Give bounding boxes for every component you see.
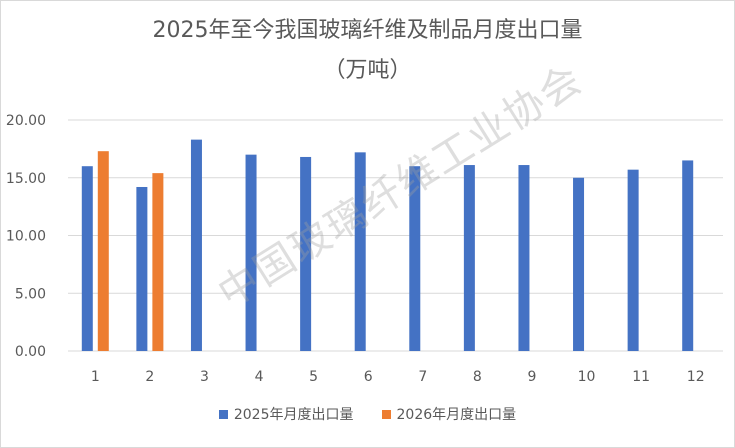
legend-item-2025: 2025年月度出口量	[218, 404, 354, 424]
bar-2025-3	[190, 139, 202, 351]
chart-title: 2025年至今我国玻璃纤维及制品月度出口量	[152, 18, 583, 43]
x-tick-label: 12	[687, 369, 705, 385]
y-tick-label: 20.00	[6, 113, 46, 129]
y-tick-label: 15.00	[6, 171, 46, 187]
bar-2025-10	[573, 177, 585, 351]
legend-item-2026: 2026年月度出口量	[381, 404, 517, 424]
y-tick-label: 10.00	[6, 229, 46, 245]
legend: 2025年月度出口量 2026年月度出口量	[0, 404, 735, 424]
bar-2025-8	[463, 165, 475, 351]
x-tick-label: 9	[527, 369, 536, 385]
bar-2025-1	[81, 166, 93, 351]
x-tick-label: 5	[309, 369, 318, 385]
bar-2025-12	[682, 160, 694, 351]
bar-2025-4	[245, 154, 257, 351]
x-tick-label: 3	[200, 369, 209, 385]
x-tick-label: 2	[145, 369, 154, 385]
bar-2025-6	[354, 152, 366, 351]
legend-label-2025: 2025年月度出口量	[233, 407, 354, 423]
x-tick-label: 10	[578, 369, 596, 385]
x-tick-label: 4	[255, 369, 264, 385]
bar-2025-2	[136, 186, 148, 351]
bar-2025-5	[300, 156, 312, 351]
bar-2025-9	[518, 165, 530, 351]
bar-2026-2	[152, 173, 164, 351]
legend-swatch-2026	[381, 409, 391, 419]
x-tick-label: 7	[418, 369, 427, 385]
chart-subtitle: （万吨）	[323, 58, 412, 83]
y-tick-label: 0.00	[15, 344, 46, 360]
bar-2025-7	[409, 166, 421, 351]
x-tick-label: 1	[91, 369, 100, 385]
y-tick-label: 5.00	[15, 286, 46, 302]
legend-label-2026: 2026年月度出口量	[396, 407, 517, 423]
bar-2026-1	[97, 151, 109, 351]
x-tick-label: 8	[473, 369, 482, 385]
bar-2025-11	[627, 169, 639, 351]
x-tick-label: 11	[632, 369, 650, 385]
legend-swatch-2025	[218, 409, 228, 419]
x-tick-label: 6	[364, 369, 373, 385]
